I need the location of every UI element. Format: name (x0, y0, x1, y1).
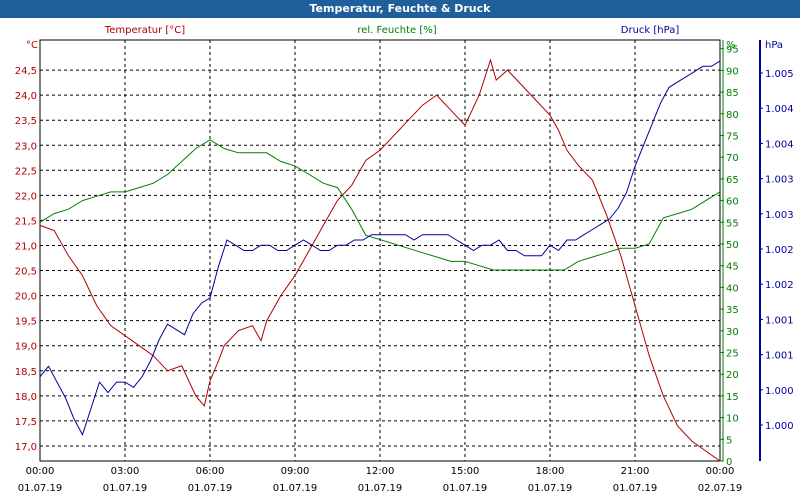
x-tick-label-time: 12:00 (366, 466, 395, 477)
legend-pressure: Druck [hPa] (621, 25, 680, 36)
pressure-tick-label: 1.002 (765, 280, 794, 291)
humidity-unit: % (726, 40, 736, 51)
temperature-tick-label: 18,0 (15, 392, 37, 403)
temperature-tick-label: 21,5 (15, 216, 37, 227)
humidity-tick-label: 5 (726, 435, 732, 446)
humidity-tick-label: 0 (726, 457, 732, 468)
x-tick-label-time: 00:00 (26, 466, 55, 477)
humidity-tick-label: 40 (726, 283, 739, 294)
humidity-tick-label: 75 (726, 131, 739, 142)
pressure-tick-label: 1.000 (765, 421, 794, 432)
temperature-tick-label: 20,5 (15, 267, 37, 278)
x-tick-label-date: 01.07.19 (613, 483, 658, 494)
pressure-tick-label: 1.004 (765, 139, 794, 150)
x-tick-label-date: 01.07.19 (103, 483, 148, 494)
chart-title: Temperatur, Feuchte & Druck (0, 0, 800, 18)
humidity-tick-label: 85 (726, 88, 739, 99)
humidity-tick-label: 35 (726, 305, 739, 316)
humidity-tick-label: 70 (726, 153, 739, 164)
pressure-tick-label: 1.005 (765, 69, 794, 80)
humidity-tick-label: 95 (726, 45, 739, 56)
humidity-tick-label: 50 (726, 240, 739, 251)
humidity-tick-label: 15 (726, 392, 739, 403)
temperature-tick-label: 21,0 (15, 241, 37, 252)
humidity-tick-label: 25 (726, 348, 739, 359)
humidity-tick-label: 80 (726, 110, 739, 121)
x-tick-label-date: 01.07.19 (358, 483, 403, 494)
humidity-tick-label: 10 (726, 414, 739, 425)
x-tick-label-date: 01.07.19 (443, 483, 488, 494)
x-tick-label-time: 15:00 (451, 466, 480, 477)
pressure-tick-label: 1.002 (765, 245, 794, 256)
x-tick-label-date: 01.07.19 (528, 483, 573, 494)
x-tick-label-date: 02.07.19 (698, 483, 743, 494)
humidity-tick-label: 60 (726, 197, 739, 208)
pressure-tick-label: 1.003 (765, 175, 794, 186)
temperature-tick-label: 22,5 (15, 166, 37, 177)
humidity-tick-label: 90 (726, 66, 739, 77)
temperature-tick-label: 17,0 (15, 442, 37, 453)
x-tick-label-time: 09:00 (281, 466, 310, 477)
humidity-tick-label: 45 (726, 262, 739, 273)
temperature-tick-label: 24,0 (15, 91, 37, 102)
pressure-series-line (39, 60, 721, 436)
temperature-tick-label: 22,0 (15, 191, 37, 202)
temperature-tick-label: 20,0 (15, 292, 37, 303)
temperature-tick-label: 24,5 (15, 66, 37, 77)
x-tick-label-date: 01.07.19 (18, 483, 63, 494)
humidity-series-line (39, 139, 721, 271)
humidity-tick-label: 30 (726, 327, 739, 338)
pressure-tick-label: 1.003 (765, 210, 794, 221)
x-tick-label-time: 18:00 (536, 466, 565, 477)
temperature-series-line (39, 58, 721, 462)
pressure-tick-label: 1.001 (765, 315, 794, 326)
x-tick-label-date: 01.07.19 (188, 483, 233, 494)
temperature-unit: °C (26, 40, 38, 51)
pressure-tick-label: 1.004 (765, 104, 794, 115)
x-tick-label-date: 01.07.19 (273, 483, 318, 494)
pressure-tick-label: 1.001 (765, 351, 794, 362)
x-tick-label-time: 21:00 (621, 466, 650, 477)
humidity-tick-label: 55 (726, 218, 739, 229)
temperature-tick-label: 23,0 (15, 141, 37, 152)
temperature-tick-label: 19,0 (15, 342, 37, 353)
x-tick-label-time: 03:00 (111, 466, 140, 477)
humidity-tick-label: 20 (726, 370, 739, 381)
legend-humidity: rel. Feuchte [%] (357, 25, 436, 36)
temperature-tick-label: 19,5 (15, 317, 37, 328)
humidity-tick-label: 65 (726, 175, 739, 186)
temperature-tick-label: 17,5 (15, 417, 37, 428)
temperature-tick-label: 18,5 (15, 367, 37, 378)
x-tick-label-time: 00:00 (706, 466, 735, 477)
temperature-tick-label: 23,5 (15, 116, 37, 127)
chart-area: 00:00 01.07.19 03:00 01.07.19 06:00 01.07.19 0… (15, 25, 794, 494)
legend-temperature: Temperatur [°C] (104, 25, 185, 36)
pressure-unit: hPa (765, 40, 783, 51)
pressure-tick-label: 1.000 (765, 386, 794, 397)
x-tick-label-time: 06:00 (196, 466, 225, 477)
